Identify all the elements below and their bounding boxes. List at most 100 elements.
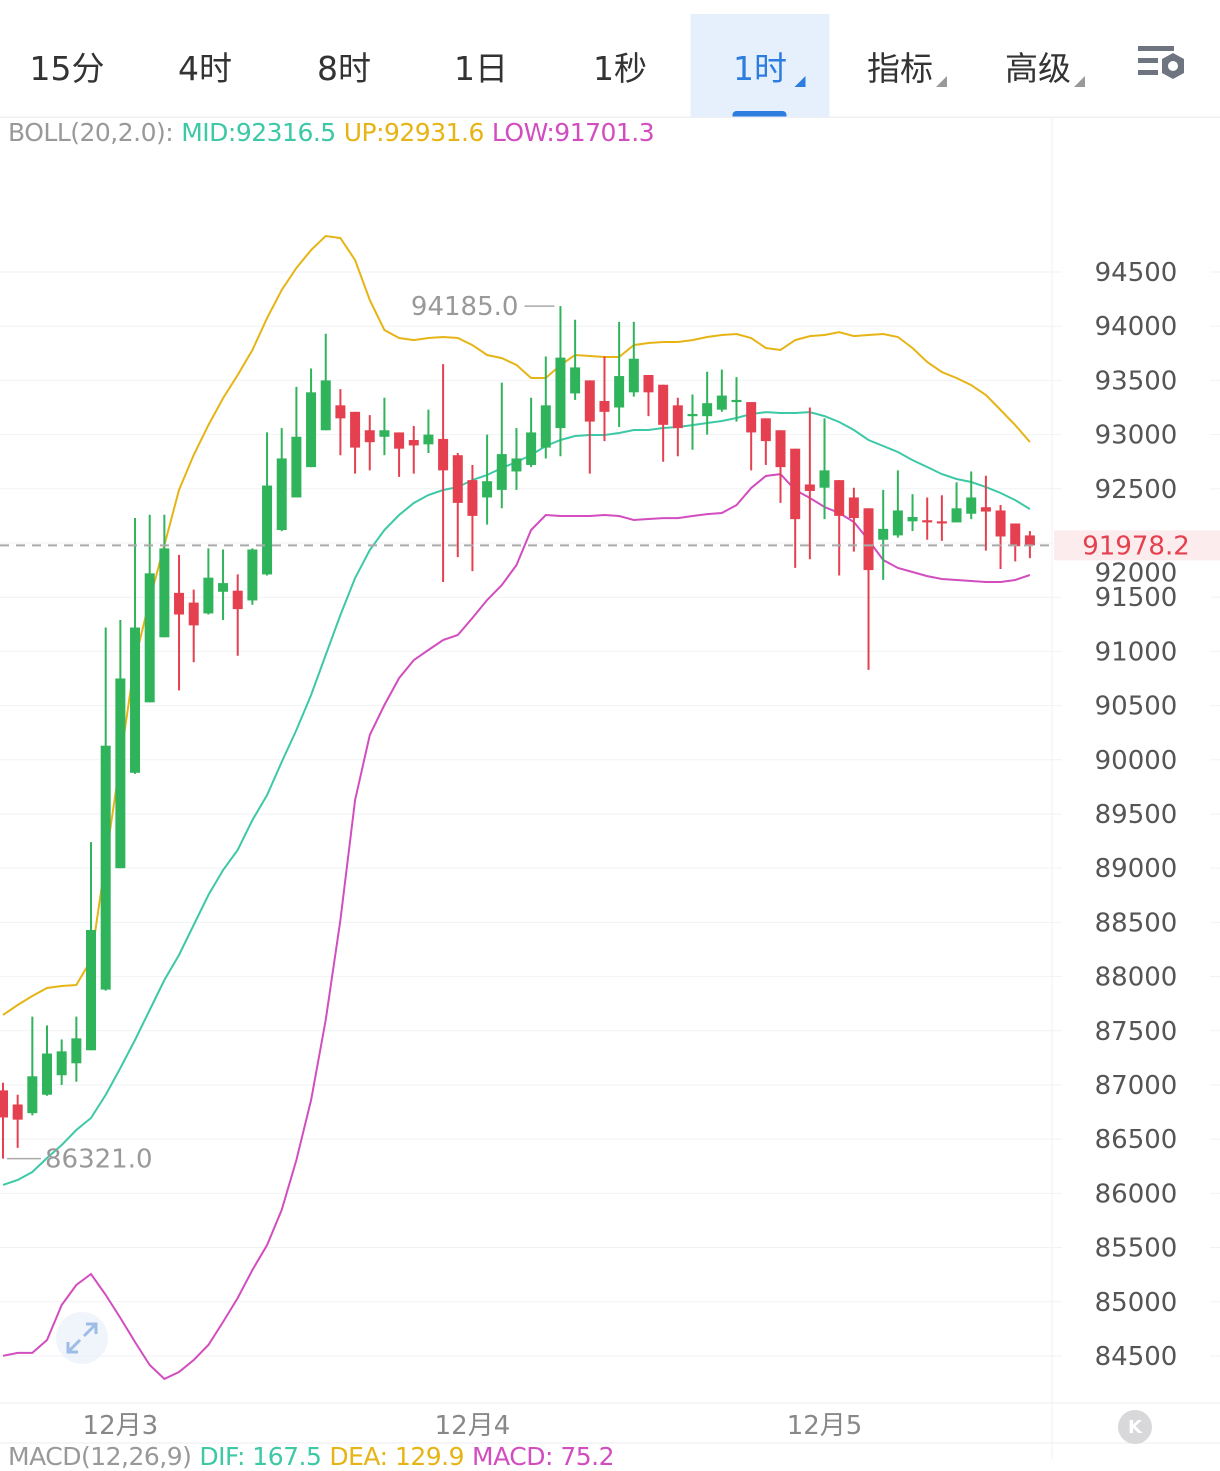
candle-body-up <box>100 745 111 990</box>
candle-body-up <box>42 1053 53 1095</box>
candle-body-up <box>56 1051 67 1076</box>
tab-label: 15分 <box>29 48 105 88</box>
tab-label: 4时 <box>178 48 232 88</box>
x-axis-date-label: 12月5 <box>787 1411 863 1441</box>
tab-1h[interactable]: 1时 <box>690 14 830 117</box>
dropdown-corner-icon <box>936 76 947 87</box>
candle-body-down <box>658 384 669 425</box>
tab-8h[interactable]: 8时 <box>317 14 371 117</box>
candle-body-up <box>526 432 537 465</box>
candle-body-down <box>995 510 1006 537</box>
candle-body-up <box>966 497 977 514</box>
candle-body-up <box>159 548 170 638</box>
y-axis-label: 89500 <box>1095 800 1178 830</box>
boll-mid-line <box>2 411 1031 1186</box>
y-axis-label: 92500 <box>1095 475 1178 505</box>
candle-body-down <box>350 411 361 448</box>
candle-body-down <box>0 1090 8 1118</box>
candle-body-down <box>643 374 654 393</box>
x-axis-date-label: 12月3 <box>83 1411 159 1441</box>
candle-body-down <box>599 400 610 412</box>
candle-body-up <box>892 510 903 536</box>
candle-body-up <box>614 376 625 408</box>
tab-4h[interactable]: 4时 <box>178 14 232 117</box>
y-axis-label: 88500 <box>1095 908 1178 938</box>
candle-body-down <box>394 432 405 449</box>
dropdown-corner-icon <box>794 76 806 87</box>
boll-low-line <box>2 473 1031 1381</box>
y-axis-label: 87000 <box>1095 1071 1178 1101</box>
candle-body-down <box>452 455 463 503</box>
y-axis-label: 85500 <box>1095 1234 1178 1264</box>
y-axis-label: 85000 <box>1095 1288 1178 1318</box>
candle-body-down <box>335 405 346 419</box>
candle-body-up <box>306 392 317 468</box>
k-line-button[interactable]: K <box>1118 1410 1152 1444</box>
candle-body-down <box>790 448 801 520</box>
boll-low: LOW:91701.3 <box>491 118 655 147</box>
candle-body-up <box>320 380 331 431</box>
tab-label: 指标 <box>867 48 933 88</box>
candle-body-down <box>760 418 771 442</box>
candle-body-down <box>672 405 683 429</box>
candle-body-down <box>188 602 199 626</box>
y-axis-label: 93500 <box>1095 366 1178 396</box>
candle-body-down <box>1010 523 1021 547</box>
expand-arrows-icon[interactable] <box>56 1312 108 1364</box>
candle-body-down <box>12 1104 23 1120</box>
chart-settings-icon[interactable] <box>1138 44 1188 88</box>
candle-body-down <box>467 480 478 516</box>
y-axis-label: 84500 <box>1095 1342 1178 1372</box>
candle-body-up <box>819 470 830 488</box>
tab-1s[interactable]: 1秒 <box>593 14 647 117</box>
candle-body-up <box>86 929 97 1051</box>
y-axis-label: 87500 <box>1095 1017 1178 1047</box>
tab-indicators[interactable]: 指标 <box>867 14 947 117</box>
tab-15m[interactable]: 15分 <box>30 14 105 117</box>
y-axis-label: 88000 <box>1095 963 1178 993</box>
candle-body-up <box>482 481 493 498</box>
macd-legend: MACD(12,26,9) DIF: 167.5 DEA: 129.9 MACD: 7… <box>8 1442 622 1471</box>
min-price-label: 86321.0 <box>45 1145 153 1175</box>
candle-body-down <box>232 590 243 610</box>
candle-body-down <box>980 507 991 512</box>
candle-body-up <box>379 430 390 437</box>
candle-body-up <box>628 358 639 393</box>
candle-body-up <box>731 399 742 403</box>
y-axis-label: 92000 <box>1095 558 1178 588</box>
candle-body-down <box>863 508 874 571</box>
last-price-label: 91978.2 <box>1082 531 1190 561</box>
y-axis-label: 86500 <box>1095 1125 1178 1155</box>
macd-value: MACD: 75.2 <box>472 1442 615 1471</box>
macd-dif: DIF: 167.5 <box>199 1442 322 1471</box>
candle-body-up <box>27 1076 38 1114</box>
candle-body-down <box>408 440 419 446</box>
candle-body-up <box>951 508 962 523</box>
macd-dea: DEA: 129.9 <box>329 1442 465 1471</box>
candle-body-down <box>584 380 595 422</box>
boll-up: UP:92931.6 <box>343 118 485 147</box>
y-axis-label: 94500 <box>1095 258 1178 288</box>
candle-body-down <box>174 592 185 615</box>
candle-body-up <box>570 367 581 394</box>
dropdown-corner-icon <box>1074 76 1085 87</box>
candle-body-down <box>775 430 786 468</box>
candle-body-down <box>1024 535 1035 546</box>
tab-advanced[interactable]: 高级 <box>1005 14 1085 117</box>
candle-body-up <box>203 577 214 614</box>
candle-body-up <box>71 1038 82 1064</box>
interval-tabs: 15分 4时 8时 1日 1秒 1时 指标 高级 <box>0 0 1220 118</box>
y-axis-label: 90000 <box>1095 746 1178 776</box>
candle-body-down <box>834 480 845 516</box>
x-axis-date-label: 12月4 <box>435 1411 511 1441</box>
tab-1d[interactable]: 1日 <box>454 14 508 117</box>
active-tab-indicator <box>732 111 787 117</box>
candle-body-down <box>746 402 757 433</box>
y-axis-label: 90500 <box>1095 692 1178 722</box>
candle-body-up <box>130 627 141 773</box>
candle-body-up <box>115 678 126 869</box>
candle-body-up <box>218 583 229 592</box>
tab-label: 1日 <box>454 48 508 88</box>
candle-body-up <box>555 357 566 429</box>
